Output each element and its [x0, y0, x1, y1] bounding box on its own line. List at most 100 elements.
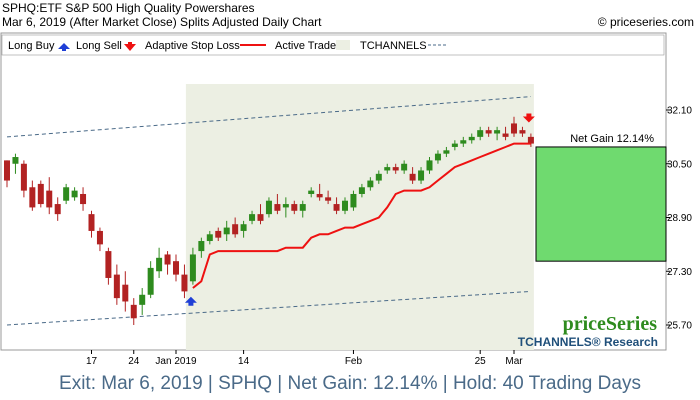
candle-body	[350, 193, 357, 208]
candle	[63, 183, 70, 205]
candle-body	[418, 170, 425, 181]
candle	[282, 197, 289, 218]
candle-body	[37, 183, 44, 205]
candle-body	[257, 214, 264, 221]
candle-body	[181, 274, 188, 292]
chart-legend: Long Buy Long Sell Adaptive Stop Loss Ac…	[1, 34, 665, 56]
candle	[519, 126, 526, 137]
candle	[291, 200, 298, 215]
candle-body	[206, 234, 213, 242]
candle-body	[173, 261, 179, 275]
candle	[80, 187, 87, 211]
candle	[46, 177, 53, 215]
legend-tchannels-label: TCHANNELS	[360, 40, 427, 52]
blue-up-arrow-icon	[58, 43, 70, 51]
candle	[316, 183, 323, 201]
candle-body	[71, 190, 78, 198]
candle	[350, 190, 357, 211]
candle-body	[274, 204, 281, 211]
red-down-arrow-icon	[124, 42, 136, 51]
candle-body	[164, 254, 171, 265]
candle	[198, 237, 205, 258]
candle	[511, 116, 517, 137]
candle	[147, 261, 154, 299]
brand-subtitle: TCHANNELS® Research	[518, 335, 658, 349]
candle	[240, 220, 247, 238]
candle-body	[46, 190, 53, 208]
candle	[232, 217, 239, 238]
candle	[401, 160, 408, 174]
candle	[485, 126, 492, 137]
legend-long-sell-label: Long Sell	[76, 40, 122, 52]
candle	[527, 133, 534, 147]
candle	[206, 230, 213, 245]
candle	[139, 288, 146, 315]
chart-subtitle: Mar 6, 2019 (After Market Close) Splits …	[2, 15, 322, 29]
y-tick-label: 28.90	[667, 213, 692, 224]
candle	[502, 126, 509, 141]
candle	[173, 254, 179, 282]
candle	[392, 163, 399, 174]
candle-body	[527, 136, 534, 144]
candle-body	[401, 163, 408, 171]
candle-body	[291, 204, 298, 211]
y-tick-label: 30.50	[667, 159, 692, 170]
candle-body	[4, 160, 10, 181]
candle	[451, 140, 458, 151]
candle-body	[299, 204, 306, 211]
candle-body	[342, 200, 348, 211]
candle	[20, 160, 27, 198]
candle	[257, 204, 264, 225]
candle-body	[384, 167, 391, 171]
legend-stop-loss-label: Adaptive Stop Loss	[145, 40, 240, 52]
copyright-label: © priceseries.com	[597, 15, 694, 29]
candle	[460, 136, 467, 147]
candle-body	[240, 224, 247, 231]
candle-body	[189, 254, 196, 282]
net-gain-label: Net Gain 12.14%	[570, 133, 654, 145]
candle-body	[139, 294, 146, 305]
candle	[434, 150, 441, 164]
candle-body	[308, 190, 315, 194]
active-trade-region	[185, 84, 534, 350]
candle	[333, 197, 340, 215]
x-tick-label: 17	[86, 356, 98, 367]
candle-body	[477, 130, 484, 137]
candle	[37, 180, 44, 208]
candle	[54, 197, 61, 221]
x-tick-label: 14	[238, 356, 250, 367]
trade-summary-footer: Exit: Mar 6, 2019 | SPHQ | Net Gain: 12.…	[59, 373, 641, 394]
candle	[325, 190, 332, 205]
price-chart: Long Buy Long Sell Adaptive Stop Loss Ac…	[0, 32, 692, 367]
candle	[130, 298, 137, 325]
y-tick-label: 25.70	[667, 321, 692, 332]
candle-body	[80, 193, 87, 205]
candle	[375, 170, 382, 184]
x-tick-label: 25	[475, 356, 487, 367]
candle-body	[29, 187, 36, 208]
candle-body	[409, 173, 416, 181]
candle-body	[460, 140, 467, 144]
candle-body	[468, 136, 475, 141]
candle-body	[358, 187, 365, 194]
candle-body	[451, 143, 458, 147]
candle-body	[367, 180, 374, 188]
net-gain-box	[535, 146, 667, 262]
tchannel-upper-line	[6, 96, 531, 138]
candle-body	[494, 130, 501, 134]
candle	[181, 264, 188, 299]
candle-body	[316, 193, 323, 198]
brand-logo: priceSeries	[563, 313, 658, 335]
candle-body	[232, 224, 239, 235]
candle-body	[113, 274, 120, 299]
candle	[29, 180, 36, 211]
candle	[164, 251, 171, 275]
candle	[122, 271, 129, 312]
long-sell-arrow-icon	[522, 113, 535, 123]
candle-body	[443, 150, 450, 154]
candle-body	[198, 241, 205, 252]
legend-long-buy-label: Long Buy	[8, 40, 55, 52]
candle	[443, 146, 450, 158]
candle-body	[265, 200, 272, 215]
candle-body	[130, 304, 137, 319]
